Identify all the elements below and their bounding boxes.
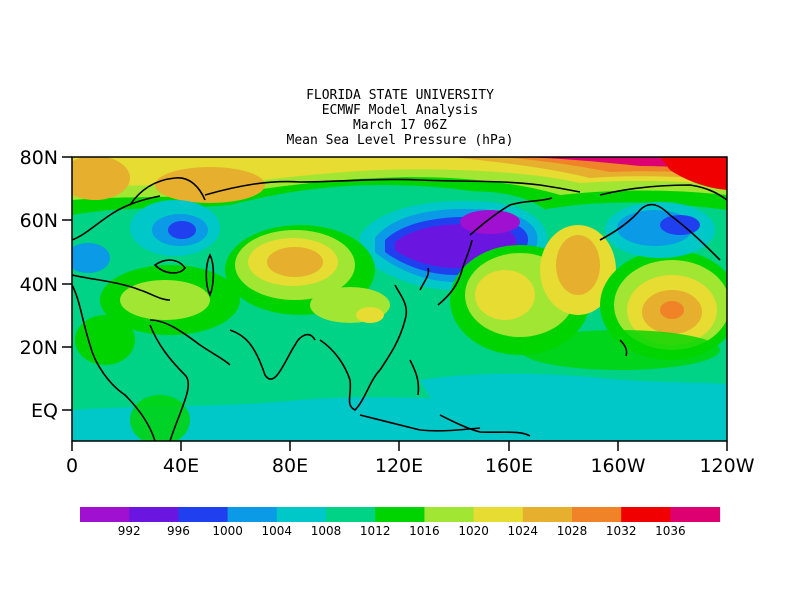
colorbar-label-1008: 1008 [311,524,342,538]
colorbar-label-1016: 1016 [409,524,440,538]
colorbar-swatch-1 [129,507,179,522]
colorbar-swatch-3 [227,507,278,522]
high-scandinavia-1028 [155,167,265,203]
colorbar-swatch-6 [375,507,425,522]
high-pacific-subtropical-1016 [520,330,720,370]
y-label-80n: 80N [20,147,58,169]
colorbar-swatch-8 [473,507,524,522]
x-label-0: 0 [66,455,78,477]
x-label-120w: 120W [699,455,754,477]
x-label-160w: 160W [590,455,645,477]
coastline-philippines [409,359,420,396]
coastline-india [229,329,316,380]
coastline-mediterranean [72,274,171,301]
colorbar-swatch-0 [80,507,130,522]
low-alaska-1000 [660,215,700,235]
coastline-southeast-asia [319,339,381,411]
colorbar-swatch-5 [326,507,376,522]
colorbar-swatch-9 [522,507,573,522]
colorbar-label-1004: 1004 [262,524,293,538]
colorbar-swatch-4 [276,507,327,522]
colorbar-label-1012: 1012 [360,524,391,538]
y-label-40n: 40N [20,274,58,296]
y-axis: 80N 60N 40N 20N EQ [20,147,72,422]
colorbar-swatch-2 [178,507,229,522]
high-nw-pacific-1028 [556,235,600,295]
title-line-2: ECMWF Model Analysis [321,103,479,118]
colorbar-label-1024: 1024 [508,524,539,538]
colorbar-swatch-12 [670,507,721,522]
title-line-4: Mean Sea Level Pressure (hPa) [286,133,514,148]
colorbar: 992 996 1000 1004 1008 1012 1016 1020 1024 1028 10… [80,507,721,538]
colorbar-label-1028: 1028 [557,524,588,538]
y-label-60n: 60N [20,210,58,232]
high-africa-1016 [75,315,135,365]
arctic-high-1032-core [660,157,727,190]
coastline-black-sea [153,259,186,274]
high-africa-equator-1016 [130,395,190,441]
colorbar-label-996: 996 [167,524,190,538]
coastline-caspian [205,253,215,297]
x-label-80e: 80E [272,455,308,477]
coastline-red-sea [149,324,190,441]
low-europe-1000 [168,221,196,239]
colorbar-swatch-7 [424,507,475,522]
colorbar-label-1020: 1020 [458,524,489,538]
x-label-40e: 40E [163,455,199,477]
pressure-field [72,157,727,441]
colorbar-swatch-10 [572,507,622,522]
coastline-arabia [149,319,231,366]
colorbar-swatch-11 [621,507,671,522]
coastline-japan [437,239,473,306]
y-label-20n: 20N [20,337,58,359]
coastline-alaska [599,203,721,261]
title-line-1: FLORIDA STATE UNIVERSITY [306,88,494,103]
coastline-north-america [599,184,727,201]
coastline-new-guinea [439,414,531,437]
high-greenland-1024 [72,157,130,200]
coastlines [72,177,727,441]
low-atlantic-1004 [72,243,110,273]
high-ne-pacific-1032 [660,301,684,319]
colorbar-label-1032: 1032 [606,524,637,538]
x-axis: 0 40E 80E 120E 160E 160W 120W [66,441,755,477]
coastline-hawaii [619,339,628,357]
x-label-120e: 120E [375,455,423,477]
coastline-scandinavia [129,177,206,206]
coastline-korea [419,267,430,291]
equatorial-low-1008 [420,373,727,441]
coastline-kamchatka [469,197,553,236]
high-mongolia-1024 [356,307,384,323]
colorbar-label-992: 992 [118,524,141,538]
coastline-china [379,284,408,371]
high-nw-pacific-1024 [475,270,535,320]
coastline-africa [72,284,156,441]
coastline-europe [72,195,161,241]
title-line-3: March 17 06Z [353,118,447,133]
x-label-160e: 160E [485,455,533,477]
title-block: FLORIDA STATE UNIVERSITY ECMWF Model Ana… [200,88,600,148]
y-label-eq: EQ [31,400,58,422]
coastline-arctic [204,178,581,196]
coastline-borneo [359,414,481,432]
low-okhotsk-992 [460,210,520,234]
colorbar-label-1000: 1000 [212,524,243,538]
colorbar-label-1036: 1036 [655,524,686,538]
high-central-asia-1028 [267,247,323,277]
